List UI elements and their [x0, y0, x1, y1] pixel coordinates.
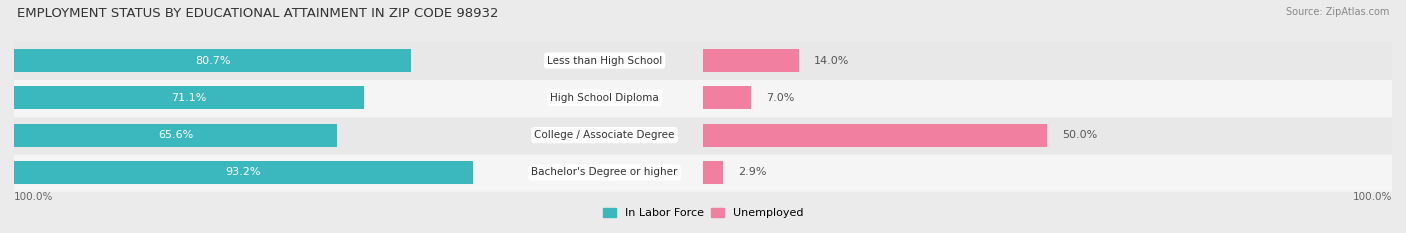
Bar: [14, 86, 364, 110]
Bar: [14, 161, 472, 184]
Text: 100.0%: 100.0%: [14, 192, 53, 202]
Text: 65.6%: 65.6%: [157, 130, 193, 140]
Bar: [703, 86, 751, 110]
Bar: [703, 161, 723, 184]
Text: 7.0%: 7.0%: [766, 93, 794, 103]
Text: 100.0%: 100.0%: [1353, 192, 1392, 202]
Text: EMPLOYMENT STATUS BY EDUCATIONAL ATTAINMENT IN ZIP CODE 98932: EMPLOYMENT STATUS BY EDUCATIONAL ATTAINM…: [17, 7, 498, 20]
Bar: [14, 123, 337, 147]
Text: Source: ZipAtlas.com: Source: ZipAtlas.com: [1285, 7, 1389, 17]
FancyBboxPatch shape: [14, 116, 1392, 154]
FancyBboxPatch shape: [14, 41, 1392, 80]
FancyBboxPatch shape: [14, 79, 1392, 117]
Text: College / Associate Degree: College / Associate Degree: [534, 130, 675, 140]
Text: Less than High School: Less than High School: [547, 56, 662, 65]
Text: 80.7%: 80.7%: [195, 56, 231, 65]
Text: Bachelor's Degree or higher: Bachelor's Degree or higher: [531, 168, 678, 177]
Bar: [703, 49, 800, 72]
FancyBboxPatch shape: [14, 153, 1392, 192]
Bar: [14, 49, 411, 72]
Text: High School Diploma: High School Diploma: [550, 93, 659, 103]
Text: 2.9%: 2.9%: [738, 168, 766, 177]
Bar: [703, 123, 1047, 147]
Legend: In Labor Force, Unemployed: In Labor Force, Unemployed: [603, 208, 803, 218]
Text: 14.0%: 14.0%: [814, 56, 849, 65]
Text: 50.0%: 50.0%: [1063, 130, 1098, 140]
Text: 93.2%: 93.2%: [225, 168, 262, 177]
Text: 71.1%: 71.1%: [172, 93, 207, 103]
